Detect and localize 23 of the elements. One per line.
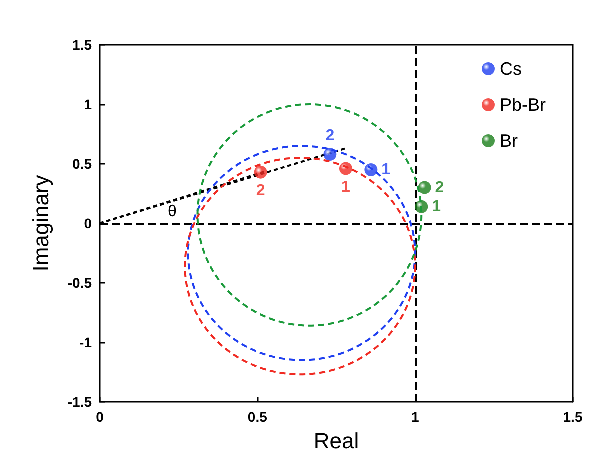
annotation: 2 xyxy=(326,127,335,144)
y-tick-label: 0 xyxy=(84,216,92,232)
legend-label: Pb-Br xyxy=(500,95,546,115)
y-tick-label: -1.5 xyxy=(68,394,92,410)
annotation: 1 xyxy=(342,178,351,196)
legend-label: Br xyxy=(500,131,518,151)
y-tick-label: -0.5 xyxy=(68,275,92,291)
x-tick-label: 0.5 xyxy=(248,409,268,425)
y-axis-title: Imaginary xyxy=(28,175,54,272)
y-tick-label: 0.5 xyxy=(72,156,92,172)
y-tick-label: -1 xyxy=(80,334,92,350)
x-tick-label: 1 xyxy=(411,409,420,425)
annotation: 2 xyxy=(256,182,266,200)
annotation: θ xyxy=(168,204,177,220)
x-axis-title: Real xyxy=(314,428,360,454)
annotation: 1 xyxy=(432,198,442,216)
annotation: 1 xyxy=(382,161,391,178)
y-tick-label: 1 xyxy=(84,96,92,112)
annotation: 2 xyxy=(435,179,444,196)
x-tick-label: 1.5 xyxy=(563,409,583,425)
y-tick-label: 1.5 xyxy=(72,37,92,53)
legend-label: Cs xyxy=(500,59,522,79)
x-tick-label: 0 xyxy=(96,409,104,425)
